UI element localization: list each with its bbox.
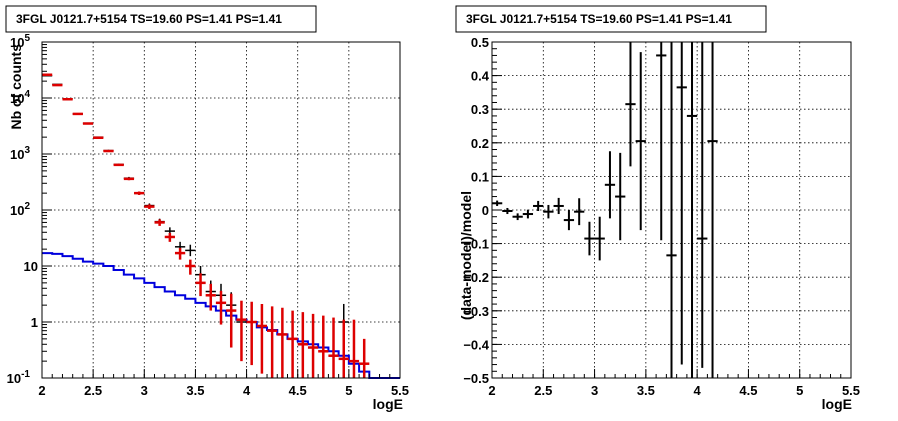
x-tick-label: 5.5 (842, 383, 860, 398)
counts-title-box (5, 5, 317, 33)
y-tick-label: 1 (31, 315, 38, 330)
y-tick-label: −0.5 (463, 371, 489, 386)
y-tick-label: 0.4 (471, 69, 490, 84)
x-tick-label: 3.5 (186, 383, 204, 398)
y-tick-label: −0.2 (463, 270, 489, 285)
x-tick-label: 2 (38, 383, 45, 398)
x-tick-label: 5 (796, 383, 803, 398)
residual-x-axis-label: logE (822, 396, 852, 412)
x-tick-label: 4.5 (289, 383, 307, 398)
x-tick-label: 2.5 (84, 383, 102, 398)
residual-ticks: 2 2.5 3 3.5 4 4.5 5 5.5 −0.5 −0.4 −0.3 −0.2 −0.1 0 0.1… (463, 35, 860, 398)
x-tick-label: 4.5 (739, 383, 757, 398)
x-tick-label: 3 (591, 383, 598, 398)
counts-ticks: 2 2.5 3 3.5 4 4.5 5 5.5 10-1 1 10 102 103 104 105 (7, 33, 409, 398)
y-tick-label: 0.3 (471, 102, 489, 117)
y-tick-label: −0.3 (463, 304, 489, 319)
x-tick-label: 3.5 (637, 383, 655, 398)
y-tick-label: 10-1 (7, 369, 31, 386)
y-tick-label: 0 (482, 203, 489, 218)
y-tick-label: −0.4 (463, 337, 489, 352)
x-tick-label: 4 (694, 383, 702, 398)
y-tick-label: 102 (10, 201, 30, 218)
counts-panel: 3FGL J0121.7+5154 TS=19.60 PS=1.41 PS=1.… (5, 5, 409, 412)
x-tick-label: 3 (141, 383, 148, 398)
x-tick-label: 5 (345, 383, 352, 398)
residual-panel: 3FGL J0121.7+5154 TS=19.60 PS=1.41 PS=1.… (455, 5, 860, 412)
x-tick-label: 5.5 (391, 383, 409, 398)
y-tick-label: 0.2 (471, 136, 489, 151)
residual-gridlines (492, 42, 851, 378)
counts-gridlines (42, 42, 400, 378)
counts-y-axis-label: Nb of counts (8, 44, 24, 130)
residual-title-box (455, 5, 767, 33)
y-tick-label: −0.1 (463, 237, 489, 252)
residual-y-axis-label: (data-model)/model (458, 191, 474, 320)
y-tick-label: 10 (24, 259, 38, 274)
counts-x-axis-label: logE (373, 396, 403, 412)
y-tick-label: 0.5 (471, 35, 489, 50)
residual-title: 3FGL J0121.7+5154 TS=19.60 PS=1.41 PS=1.… (466, 12, 732, 26)
y-tick-label: 103 (10, 145, 30, 162)
x-tick-label: 2 (488, 383, 495, 398)
counts-title: 3FGL J0121.7+5154 TS=19.60 PS=1.41 PS=1.… (16, 12, 282, 26)
y-tick-label: 0.1 (471, 169, 489, 184)
y-tick-label: 105 (10, 33, 30, 50)
counts-series (42, 73, 400, 379)
y-tick-label: 104 (10, 89, 30, 106)
residual-series (492, 42, 718, 378)
x-tick-label: 4 (243, 383, 251, 398)
x-tick-label: 2.5 (534, 383, 552, 398)
